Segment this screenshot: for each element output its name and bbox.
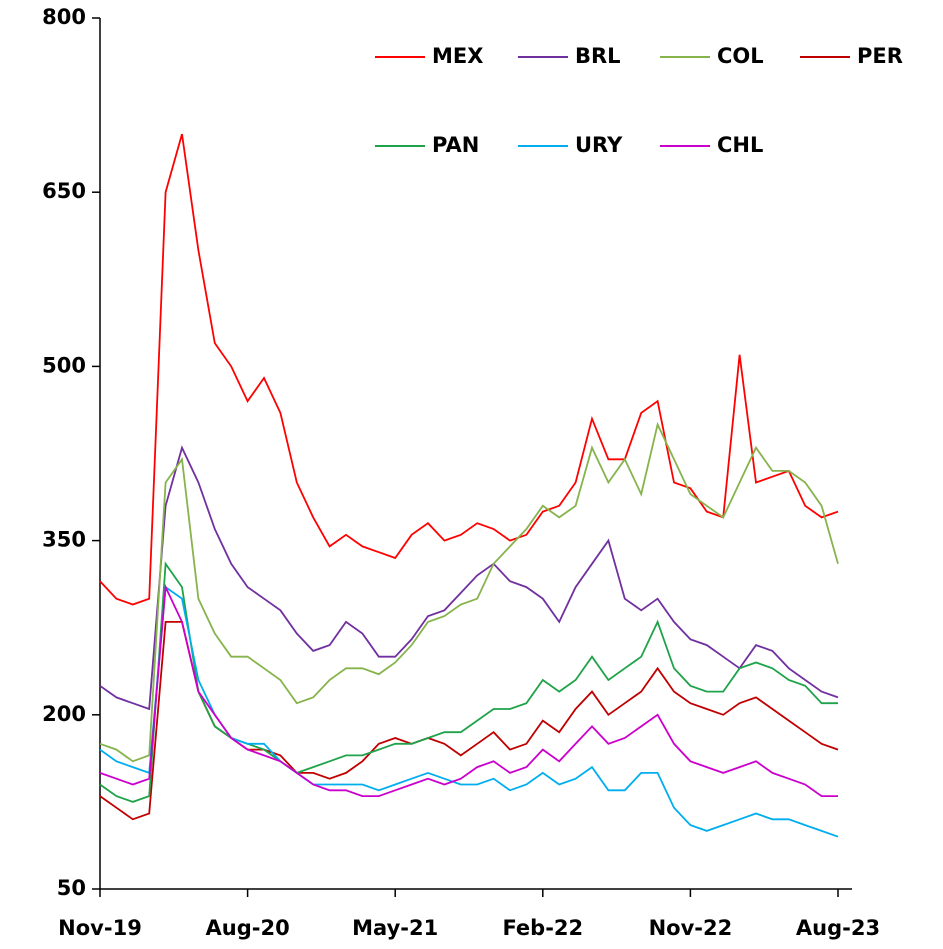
y-tick-label: 500 [42,353,86,377]
legend-label: CHL [717,133,763,157]
legend-label: MEX [432,44,483,68]
series-line [99,583,838,797]
legend-label: URY [575,133,623,157]
y-tick-label: 800 [42,5,86,29]
y-tick-label: 350 [42,528,86,552]
legend-label: PAN [432,133,479,157]
y-tick-label: 650 [42,179,86,203]
series-line [99,561,838,803]
y-tick-label: 200 [42,702,86,726]
x-tick-label: May-21 [352,916,438,940]
x-tick-label: Nov-19 [58,916,142,940]
series-line [99,445,839,711]
x-tick-label: Feb-22 [502,916,583,940]
legend-label: PER [857,44,903,68]
y-tick-label: 50 [57,876,86,900]
series-line [99,421,839,763]
legend-label: BRL [575,44,621,68]
x-tick-label: Nov-22 [649,916,733,940]
x-tick-label: Aug-20 [206,916,290,940]
series-line [99,621,839,821]
x-tick-label: Aug-23 [796,916,880,940]
legend-label: COL [717,44,764,68]
series-line [99,133,839,606]
